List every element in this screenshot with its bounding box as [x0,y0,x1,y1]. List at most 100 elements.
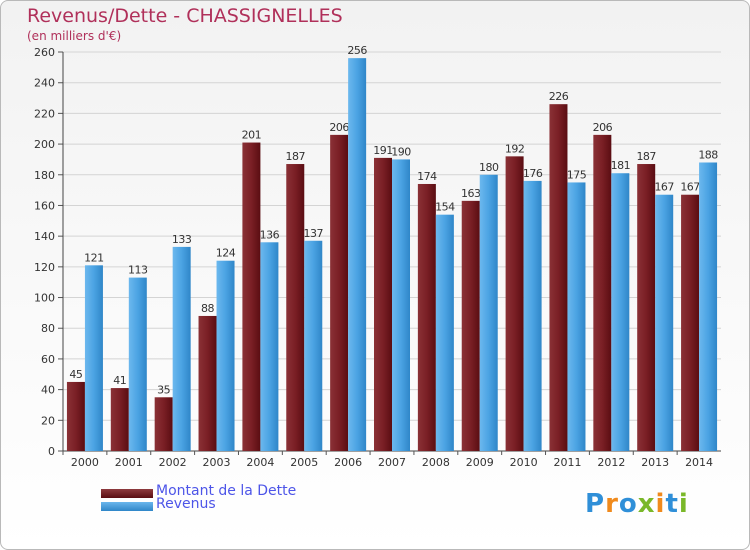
data-label-dette: 201 [242,129,262,142]
bar-dette [154,397,173,451]
bar-revenus [699,162,718,451]
data-label-dette: 191 [373,144,393,157]
x-tick-label: 2009 [466,456,494,469]
legend-label-revenus: Revenus [156,496,216,512]
bar-dette [681,194,700,451]
x-tick-label: 2014 [685,456,713,469]
y-tick-label: 140 [34,230,55,243]
data-label-revenus: 188 [698,148,718,161]
x-tick-label: 2004 [246,456,274,469]
data-label-dette: 163 [461,187,481,200]
bar-revenus [435,214,454,451]
bar-revenus [260,242,279,451]
y-tick-label: 160 [34,199,55,212]
logo-letter: i [678,489,689,519]
legend-label-dette: Montant de la Dette [156,483,297,499]
data-label-dette: 187 [636,150,656,163]
data-label-revenus: 136 [260,228,280,241]
bar-revenus [611,173,630,451]
bar-dette [593,134,612,451]
data-label-dette: 167 [680,181,700,194]
y-tick-label: 200 [34,138,55,151]
bar-dette [110,388,129,451]
chart-title: Revenus/Dette - CHASSIGNELLES [27,5,343,27]
bar-revenus [172,246,191,451]
logo-letter: i [655,489,666,519]
bar-dette [242,142,261,452]
y-tick-label: 80 [41,322,55,335]
bar-dette [461,200,480,451]
x-tick-label: 2011 [553,456,581,469]
data-label-revenus: 190 [391,145,411,158]
bar-revenus [304,240,323,451]
bar-revenus [567,182,586,451]
data-label-revenus: 124 [216,247,236,260]
bar-dette [637,164,656,451]
legend-swatch-dette [101,489,153,498]
y-tick-label: 60 [41,353,55,366]
logo-letter: r [605,489,619,519]
chart-subtitle: (en milliers d'€) [27,29,122,43]
data-label-dette: 192 [505,142,525,155]
data-label-dette: 174 [417,170,437,183]
y-tick-label: 100 [34,292,55,305]
y-tick-label: 240 [34,77,55,90]
bar-revenus [479,174,498,451]
data-label-dette: 206 [329,121,349,134]
data-label-revenus: 137 [304,227,324,240]
x-tick-label: 2002 [159,456,187,469]
bar-dette [66,381,85,451]
x-tick-label: 2012 [597,456,625,469]
data-label-revenus: 113 [128,264,148,277]
data-label-revenus: 121 [84,251,104,264]
bar-revenus [523,180,542,451]
data-label-dette: 45 [69,368,82,381]
logo-letter: P [585,489,606,519]
data-label-revenus: 133 [172,233,192,246]
logo-letter: x [637,489,656,519]
bar-revenus [348,58,367,452]
x-tick-label: 2006 [334,456,362,469]
bar-revenus [392,159,410,451]
bar-dette [417,183,436,451]
y-tick-label: 0 [48,445,55,458]
data-label-revenus: 181 [611,159,631,172]
data-label-revenus: 180 [479,161,499,174]
bar-dette [198,315,217,451]
data-label-dette: 187 [286,150,306,163]
bar-dette [374,157,392,451]
x-tick-label: 2013 [641,456,669,469]
bar-dette [286,164,305,451]
bar-revenus [655,194,674,451]
data-label-dette: 35 [157,383,170,396]
legend-swatch-revenus [101,502,153,511]
y-tick-label: 260 [34,46,55,59]
x-tick-label: 2005 [290,456,318,469]
y-tick-label: 20 [41,414,55,427]
x-tick-label: 2000 [71,456,99,469]
bar-dette [505,156,524,451]
logo-letter: t [665,489,679,519]
bar-revenus [128,277,147,451]
data-label-dette: 41 [113,374,126,387]
data-label-revenus: 176 [523,167,543,180]
x-tick-label: 2003 [203,456,231,469]
data-label-dette: 206 [593,121,613,134]
y-tick-label: 180 [34,169,55,182]
bar-revenus [84,265,103,451]
bar-revenus [216,260,235,451]
x-tick-label: 2008 [422,456,450,469]
proxiti-logo: Proxiti [585,489,689,519]
x-tick-label: 2007 [378,456,406,469]
y-tick-label: 220 [34,107,55,120]
bar-dette [549,104,568,451]
data-label-revenus: 154 [435,201,455,214]
logo-letter: o [618,489,638,519]
data-label-dette: 226 [549,90,569,103]
bar-dette [330,134,349,451]
x-tick-label: 2001 [115,456,143,469]
data-label-dette: 88 [201,302,214,315]
data-label-revenus: 175 [567,168,587,181]
